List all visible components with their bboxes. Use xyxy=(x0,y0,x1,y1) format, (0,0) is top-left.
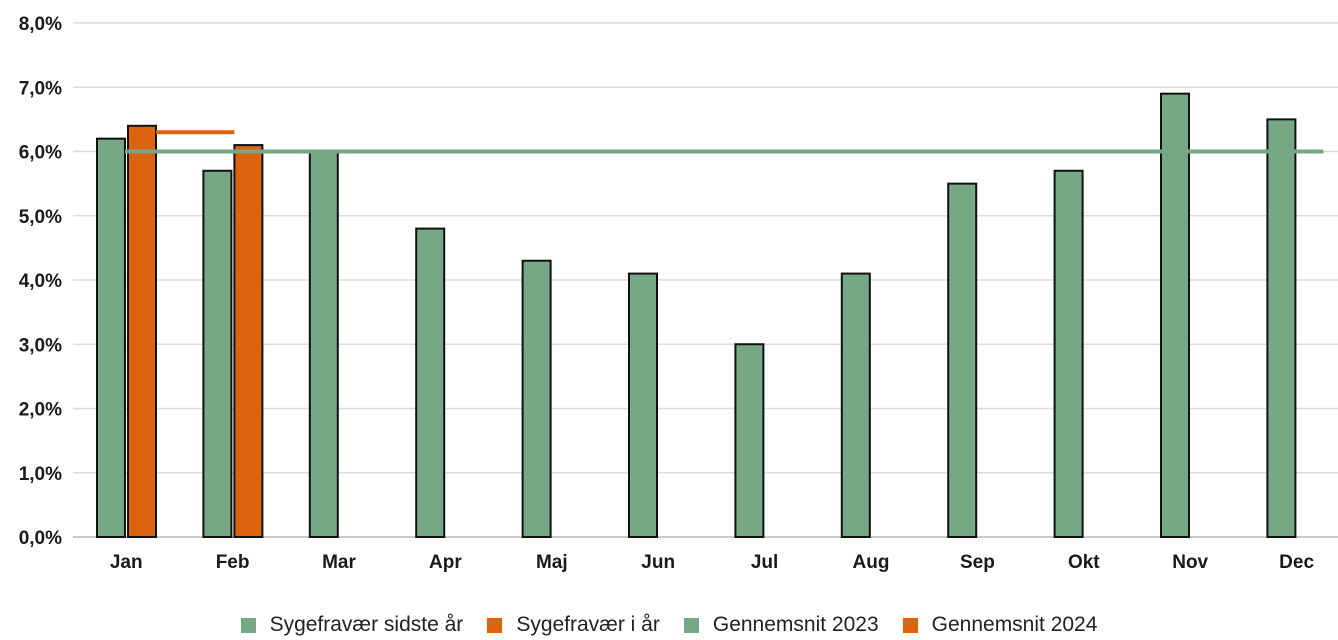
y-tick-label: 4,0% xyxy=(19,271,62,292)
x-tick-label: Dec xyxy=(1279,552,1314,573)
x-tick-label: Mar xyxy=(322,552,356,573)
x-tick-label: Sep xyxy=(960,552,995,573)
legend-item-i-aar: Sygefravær i år xyxy=(487,613,660,637)
x-tick-label: Jun xyxy=(641,552,675,573)
x-tick-label: Apr xyxy=(429,552,462,573)
legend-item-gennemsnit-2023: Gennemsnit 2023 xyxy=(683,613,879,637)
bar-sidste-aar xyxy=(202,169,233,538)
x-tick-label: Okt xyxy=(1068,552,1100,573)
legend-item-gennemsnit-2024: Gennemsnit 2024 xyxy=(902,613,1098,637)
chart: 0,0% 1,0% 2,0% 3,0% 4,0% 5,0% 6,0% 7,0% 8,0% Jan… xyxy=(19,14,1338,573)
x-tick-label: Aug xyxy=(853,552,890,573)
bar-i-aar xyxy=(233,144,264,538)
legend-item-sidste-aar: Sygefravær sidste år xyxy=(240,613,464,637)
bar-sidste-aar xyxy=(947,182,978,538)
x-axis: Jan Feb Mar Apr Maj Jun Jul Aug Sep Okt Nov Dec xyxy=(110,552,1315,573)
bar-sidste-aar xyxy=(308,150,339,538)
bar-sidste-aar xyxy=(1266,118,1297,538)
bar-sidste-aar xyxy=(521,259,552,538)
bar-sidste-aar xyxy=(840,272,871,538)
y-tick-label: 1,0% xyxy=(19,464,62,485)
legend: Sygefravær sidste år Sygefravær i år Gen… xyxy=(0,610,1338,640)
legend-swatch xyxy=(683,617,699,633)
bar-sidste-aar xyxy=(415,227,446,538)
y-tick-label: 7,0% xyxy=(19,78,62,99)
bar-i-aar xyxy=(127,124,157,539)
x-tick-label: Nov xyxy=(1172,552,1208,573)
y-tick-label: 5,0% xyxy=(19,207,62,228)
y-axis: 0,0% 1,0% 2,0% 3,0% 4,0% 5,0% 6,0% 7,0% 8,0% xyxy=(19,14,62,549)
average-lines xyxy=(125,130,1324,154)
bar-sidste-aar xyxy=(96,137,126,538)
bars xyxy=(96,92,1297,539)
bar-sidste-aar xyxy=(628,272,658,538)
legend-swatch xyxy=(902,617,918,633)
bar-sidste-aar xyxy=(1053,169,1084,538)
x-tick-label: Maj xyxy=(536,552,568,573)
x-tick-label: Jan xyxy=(110,552,143,573)
legend-swatch xyxy=(487,617,503,633)
bar-sidste-aar xyxy=(1160,92,1190,539)
x-tick-label: Jul xyxy=(751,552,778,573)
legend-label: Gennemsnit 2024 xyxy=(931,613,1098,636)
y-tick-label: 0,0% xyxy=(19,528,62,549)
y-tick-label: 8,0% xyxy=(19,14,62,35)
legend-label: Gennemsnit 2023 xyxy=(712,613,879,636)
legend-label: Sygefravær i år xyxy=(516,613,660,636)
y-tick-label: 2,0% xyxy=(19,400,62,421)
y-tick-label: 6,0% xyxy=(19,143,62,164)
x-tick-label: Feb xyxy=(216,552,250,573)
y-tick-label: 3,0% xyxy=(19,335,62,356)
bar-sidste-aar xyxy=(734,343,765,538)
legend-swatch xyxy=(240,617,256,633)
legend-label: Sygefravær sidste år xyxy=(269,613,464,636)
